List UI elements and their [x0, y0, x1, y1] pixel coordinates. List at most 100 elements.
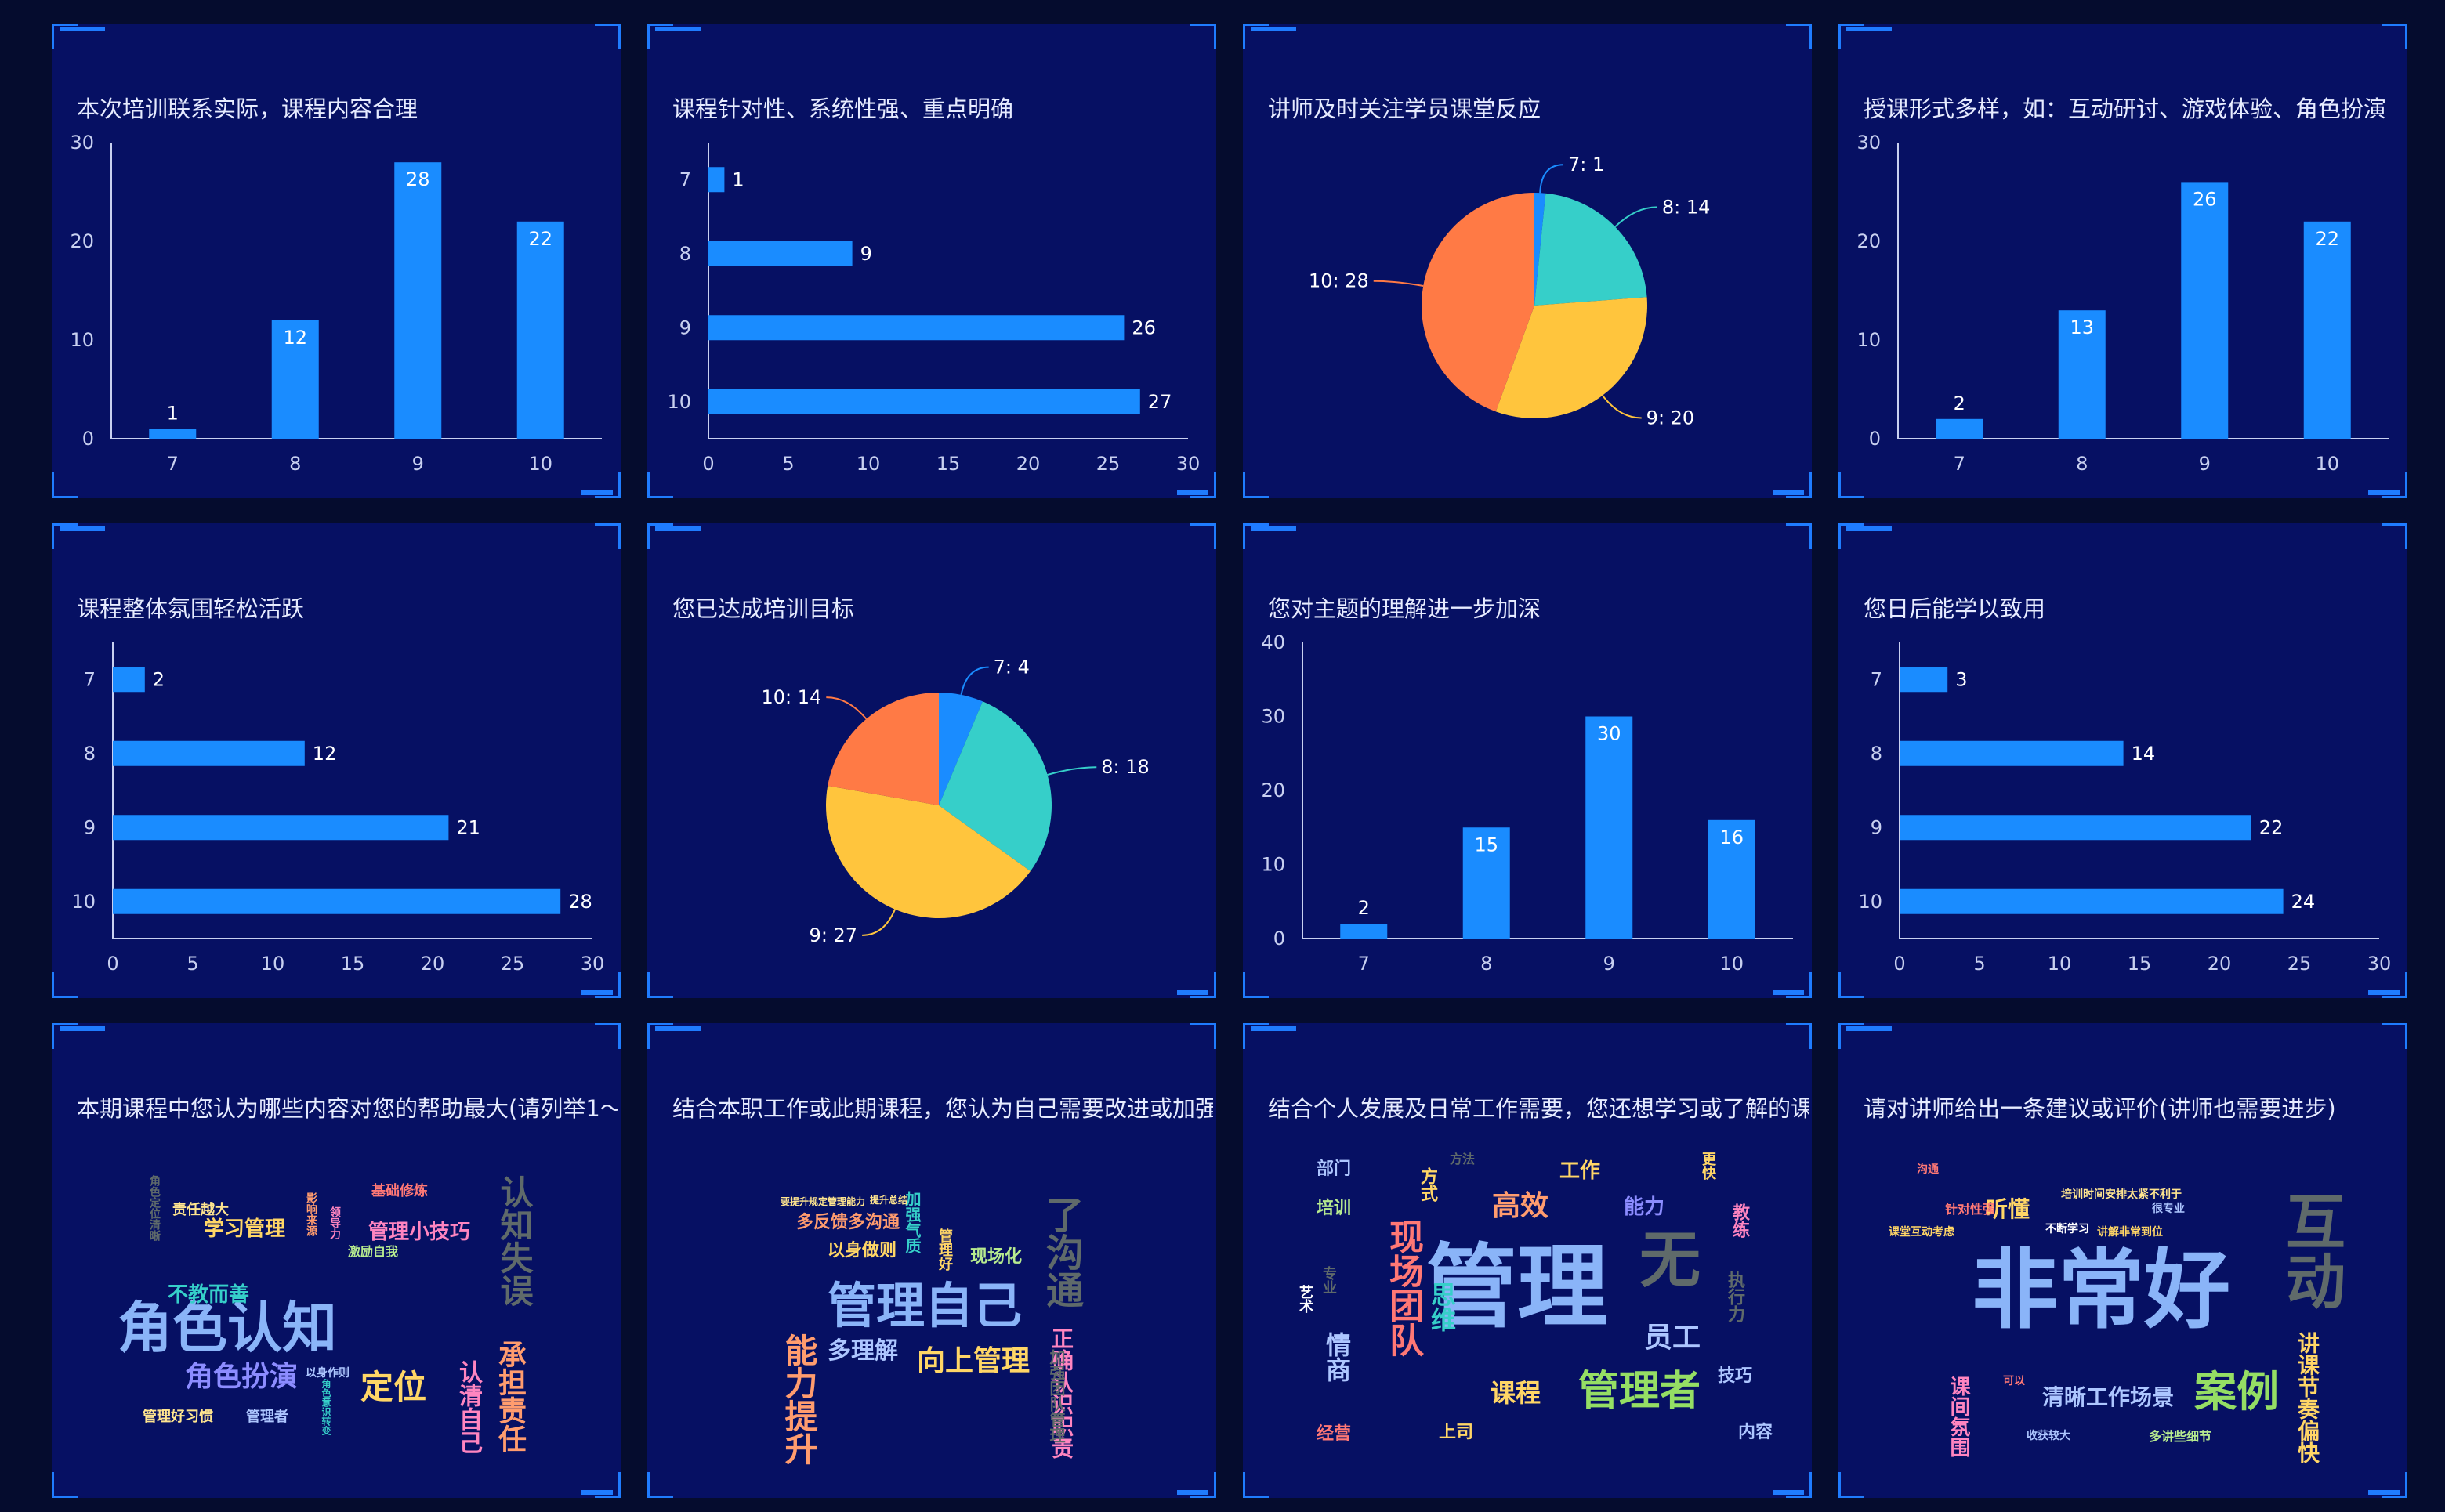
chart-panel-7: 您对主题的理解进一步加深 0 10 20 30 40 7 2 8 15 9 30 10 16: [1243, 523, 1812, 998]
chart-title: 您日后能学以致用: [1864, 595, 2046, 622]
x-tick-label: 30: [1176, 453, 1201, 475]
word-cloud-word: 讲课节奏偏快: [2295, 1332, 2320, 1463]
bar: [149, 429, 197, 439]
y-tick-label: 10: [1261, 854, 1285, 876]
word-cloud-word: 向上管理: [917, 1345, 1031, 1377]
word-cloud-word: 培训: [1317, 1199, 1352, 1218]
corner-accent-bar: [1846, 27, 1892, 31]
x-tick-label: 7: [1358, 953, 1370, 975]
y-tick-label: 0: [82, 428, 94, 450]
chart-title: 本次培训联系实际，课程内容合理: [77, 96, 418, 122]
word-cloud-word: 培训时间安排太紧不利于: [2061, 1188, 2182, 1201]
y-tick-label: 0: [1869, 428, 1881, 450]
bar: [1340, 924, 1388, 939]
corner-accent-bar: [1251, 1026, 1296, 1031]
word-cloud-word: 能力: [1624, 1195, 1665, 1219]
word-cloud-word: 听懂: [1986, 1196, 2030, 1222]
word-cloud-word: 角色扮演: [185, 1361, 299, 1393]
corner-accent-bar: [655, 526, 701, 531]
chart-title: 课程针对性、系统性强、重点明确: [672, 96, 1014, 122]
word-cloud-word: 认知失误: [495, 1175, 534, 1307]
data-label: 26: [2193, 188, 2217, 210]
pie-leader-line: [1614, 206, 1657, 228]
bar: [1900, 667, 1948, 693]
word-cloud-word: 影响来源: [305, 1192, 317, 1236]
word-cloud-word: 很专业: [2152, 1203, 2185, 1215]
corner-ornament: [595, 523, 621, 549]
word-cloud-word: 管理者: [246, 1409, 288, 1425]
corner-ornament: [595, 472, 621, 498]
bar: [708, 241, 853, 266]
x-tick-label: 30: [2367, 953, 2392, 975]
x-tick-label: 10: [528, 453, 552, 475]
data-label: 15: [1474, 834, 1498, 855]
data-label: 1: [167, 402, 179, 424]
corner-ornament: [1190, 523, 1216, 549]
word-cloud-word: 了沟通: [1039, 1195, 1083, 1308]
corner-ornament: [595, 972, 621, 998]
word-cloud: 角色认知 认知失误 承担责任 角色扮演 定位 认清自己 学习管理 管理小技巧 不教而善 基础修炼责…: [52, 1023, 621, 1498]
x-tick-label: 8: [2076, 453, 2088, 475]
x-tick-label: 0: [1893, 953, 1905, 975]
word-cloud-word: 角色定位清晰: [148, 1175, 161, 1241]
word-cloud: 非常好 互动 案例 清晰工作场景 课间氛围 讲课节奏偏快 听懂 针对性强 课堂互动考虑 不断学习讲…: [1838, 1023, 2407, 1498]
corner-ornament: [52, 972, 78, 998]
chart-panel-9: 本期课程中您认为哪些内容对您的帮助最大(请列举1～3个) 角色认知 认知失误 承担责任…: [52, 1023, 621, 1498]
pie-slice: [826, 785, 1031, 918]
corner-ornament: [647, 972, 673, 998]
pie-leader-line: [1047, 766, 1097, 776]
word-cloud: 管理自己 了沟通 能力提升 向上管理 多理解 正确认识职责 多反馈多沟通 以身做则 现场化 加强团…: [647, 1023, 1216, 1498]
pie-slice: [939, 693, 983, 805]
corner-accent-bar: [1773, 490, 1804, 495]
corner-ornament: [1190, 1023, 1216, 1049]
corner-accent-bar: [2368, 1490, 2400, 1495]
bar: [708, 389, 1140, 414]
word-cloud-word: 领导力: [328, 1206, 341, 1239]
data-label: 21: [456, 816, 480, 838]
corner-accent-bar: [581, 990, 613, 995]
corner-ornament: [1190, 472, 1216, 498]
y-tick-label: 10: [667, 391, 691, 413]
pie-label: 9: 20: [1646, 407, 1695, 429]
corner-ornament: [1786, 1023, 1812, 1049]
bar: [271, 320, 319, 439]
data-label: 13: [2070, 317, 2094, 338]
word-cloud-word: 专业: [1320, 1266, 1337, 1294]
word-cloud-word: 管理小技巧: [368, 1221, 471, 1244]
corner-accent-bar: [655, 1026, 701, 1031]
bar: [1462, 827, 1510, 939]
x-tick-label: 15: [936, 453, 961, 475]
data-label: 16: [1719, 827, 1744, 848]
bar: [1900, 815, 2251, 841]
corner-ornament: [1838, 472, 1864, 498]
chart-title: 结合本职工作或此期课程，您认为自己需要改进或加强的地方: [672, 1095, 1213, 1122]
corner-accent-bar: [1846, 526, 1892, 531]
chart-panel-4: 授课形式多样，如：互动研讨、游戏体验、角色扮演 0 10 20 30 7 2 8 13 9 26 10…: [1838, 24, 2407, 498]
word-cloud-word: 员工: [1644, 1322, 1701, 1354]
corner-ornament: [1838, 1472, 1864, 1498]
bar: [1585, 716, 1633, 939]
word-cloud-word: 不教而善: [168, 1283, 250, 1307]
corner-ornament: [647, 1472, 673, 1498]
word-cloud-word: 加强气质: [903, 1191, 922, 1253]
x-tick-label: 10: [1719, 953, 1744, 975]
word-cloud-word: 基础修炼: [371, 1183, 428, 1199]
y-tick-label: 8: [1871, 743, 1882, 765]
chart-panel-12: 请对讲师给出一条建议或评价(讲师也需要进步) 非常好 互动 案例 清晰工作场景 课间氛围 讲…: [1838, 1023, 2407, 1498]
word-cloud-word: 部门: [1317, 1159, 1352, 1179]
word-cloud-word: 艺术: [1297, 1285, 1313, 1313]
corner-ornament: [595, 24, 621, 49]
x-tick-label: 10: [857, 453, 881, 475]
word-cloud-word: 定位: [360, 1368, 427, 1406]
pie-slice: [1495, 297, 1647, 418]
y-tick-label: 40: [1261, 631, 1285, 653]
x-tick-label: 7: [167, 453, 179, 475]
corner-ornament: [1786, 472, 1812, 498]
corner-ornament: [1243, 1023, 1269, 1049]
word-cloud-word: 课间氛围: [1947, 1376, 1970, 1457]
chart-svg: 0 10 20 30 40 7 2 8 15 9 30 10 16: [1261, 631, 1793, 975]
corner-ornament: [2382, 523, 2407, 549]
word-cloud-word: 案例: [2194, 1367, 2279, 1416]
y-tick-label: 30: [70, 132, 94, 154]
